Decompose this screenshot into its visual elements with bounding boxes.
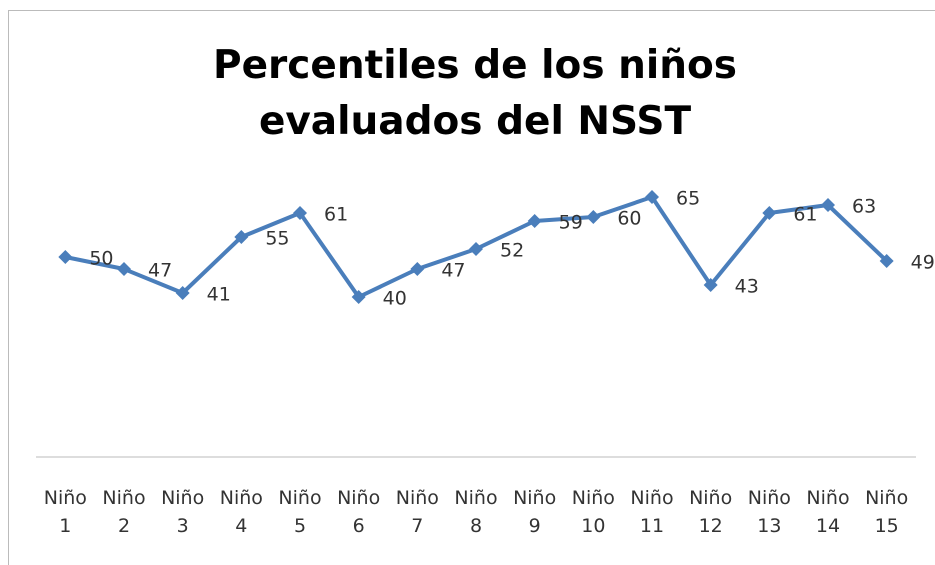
- marker: [175, 286, 190, 300]
- marker: [586, 210, 601, 224]
- data-label: 65: [676, 188, 700, 210]
- data-label: 40: [383, 288, 407, 310]
- data-label: 47: [148, 260, 172, 282]
- x-tick-label: Niño 12: [689, 487, 733, 537]
- x-tick-label: Niño 13: [747, 487, 791, 537]
- x-tick-label: Niño 8: [454, 487, 498, 537]
- marker: [234, 230, 249, 244]
- x-tick-label: Niño 14: [806, 487, 850, 537]
- data-label: 43: [735, 276, 759, 298]
- data-label: 61: [324, 204, 348, 226]
- data-label: 60: [617, 208, 641, 230]
- x-tick-label: Niño 9: [513, 487, 557, 537]
- x-tick-label: Niño 6: [337, 487, 381, 537]
- data-label: 59: [559, 212, 583, 234]
- data-label: 41: [207, 284, 231, 306]
- x-tick-label: Niño 5: [278, 487, 322, 537]
- data-label: 50: [89, 248, 113, 270]
- marker: [821, 198, 835, 212]
- marker: [645, 190, 659, 204]
- x-tick-label: Niño 11: [630, 487, 674, 537]
- marker: [703, 278, 718, 292]
- data-label: 55: [265, 228, 289, 250]
- data-label: 63: [852, 196, 876, 218]
- x-tick-label: Niño 1: [43, 487, 87, 537]
- data-label: 49: [911, 252, 935, 274]
- x-tick-label: Niño 15: [865, 487, 909, 537]
- marker: [293, 206, 307, 220]
- data-label: 47: [441, 260, 465, 282]
- marker: [410, 262, 425, 276]
- marker: [527, 214, 542, 228]
- marker: [58, 250, 73, 264]
- marker: [469, 242, 483, 256]
- x-tick-label: Niño 10: [571, 487, 615, 537]
- marker: [351, 290, 366, 304]
- data-label: 61: [793, 204, 817, 226]
- chart-frame: [8, 10, 935, 565]
- x-tick-label: Niño 4: [219, 487, 263, 537]
- x-tick-label: Niño 3: [161, 487, 205, 537]
- marker: [117, 262, 131, 276]
- marker: [762, 206, 777, 220]
- marker: [879, 254, 894, 268]
- x-tick-label: Niño 7: [395, 487, 439, 537]
- x-tick-label: Niño 2: [102, 487, 146, 537]
- chart-title: Percentiles de los niños evaluados del N…: [212, 43, 738, 144]
- data-label: 52: [500, 240, 524, 262]
